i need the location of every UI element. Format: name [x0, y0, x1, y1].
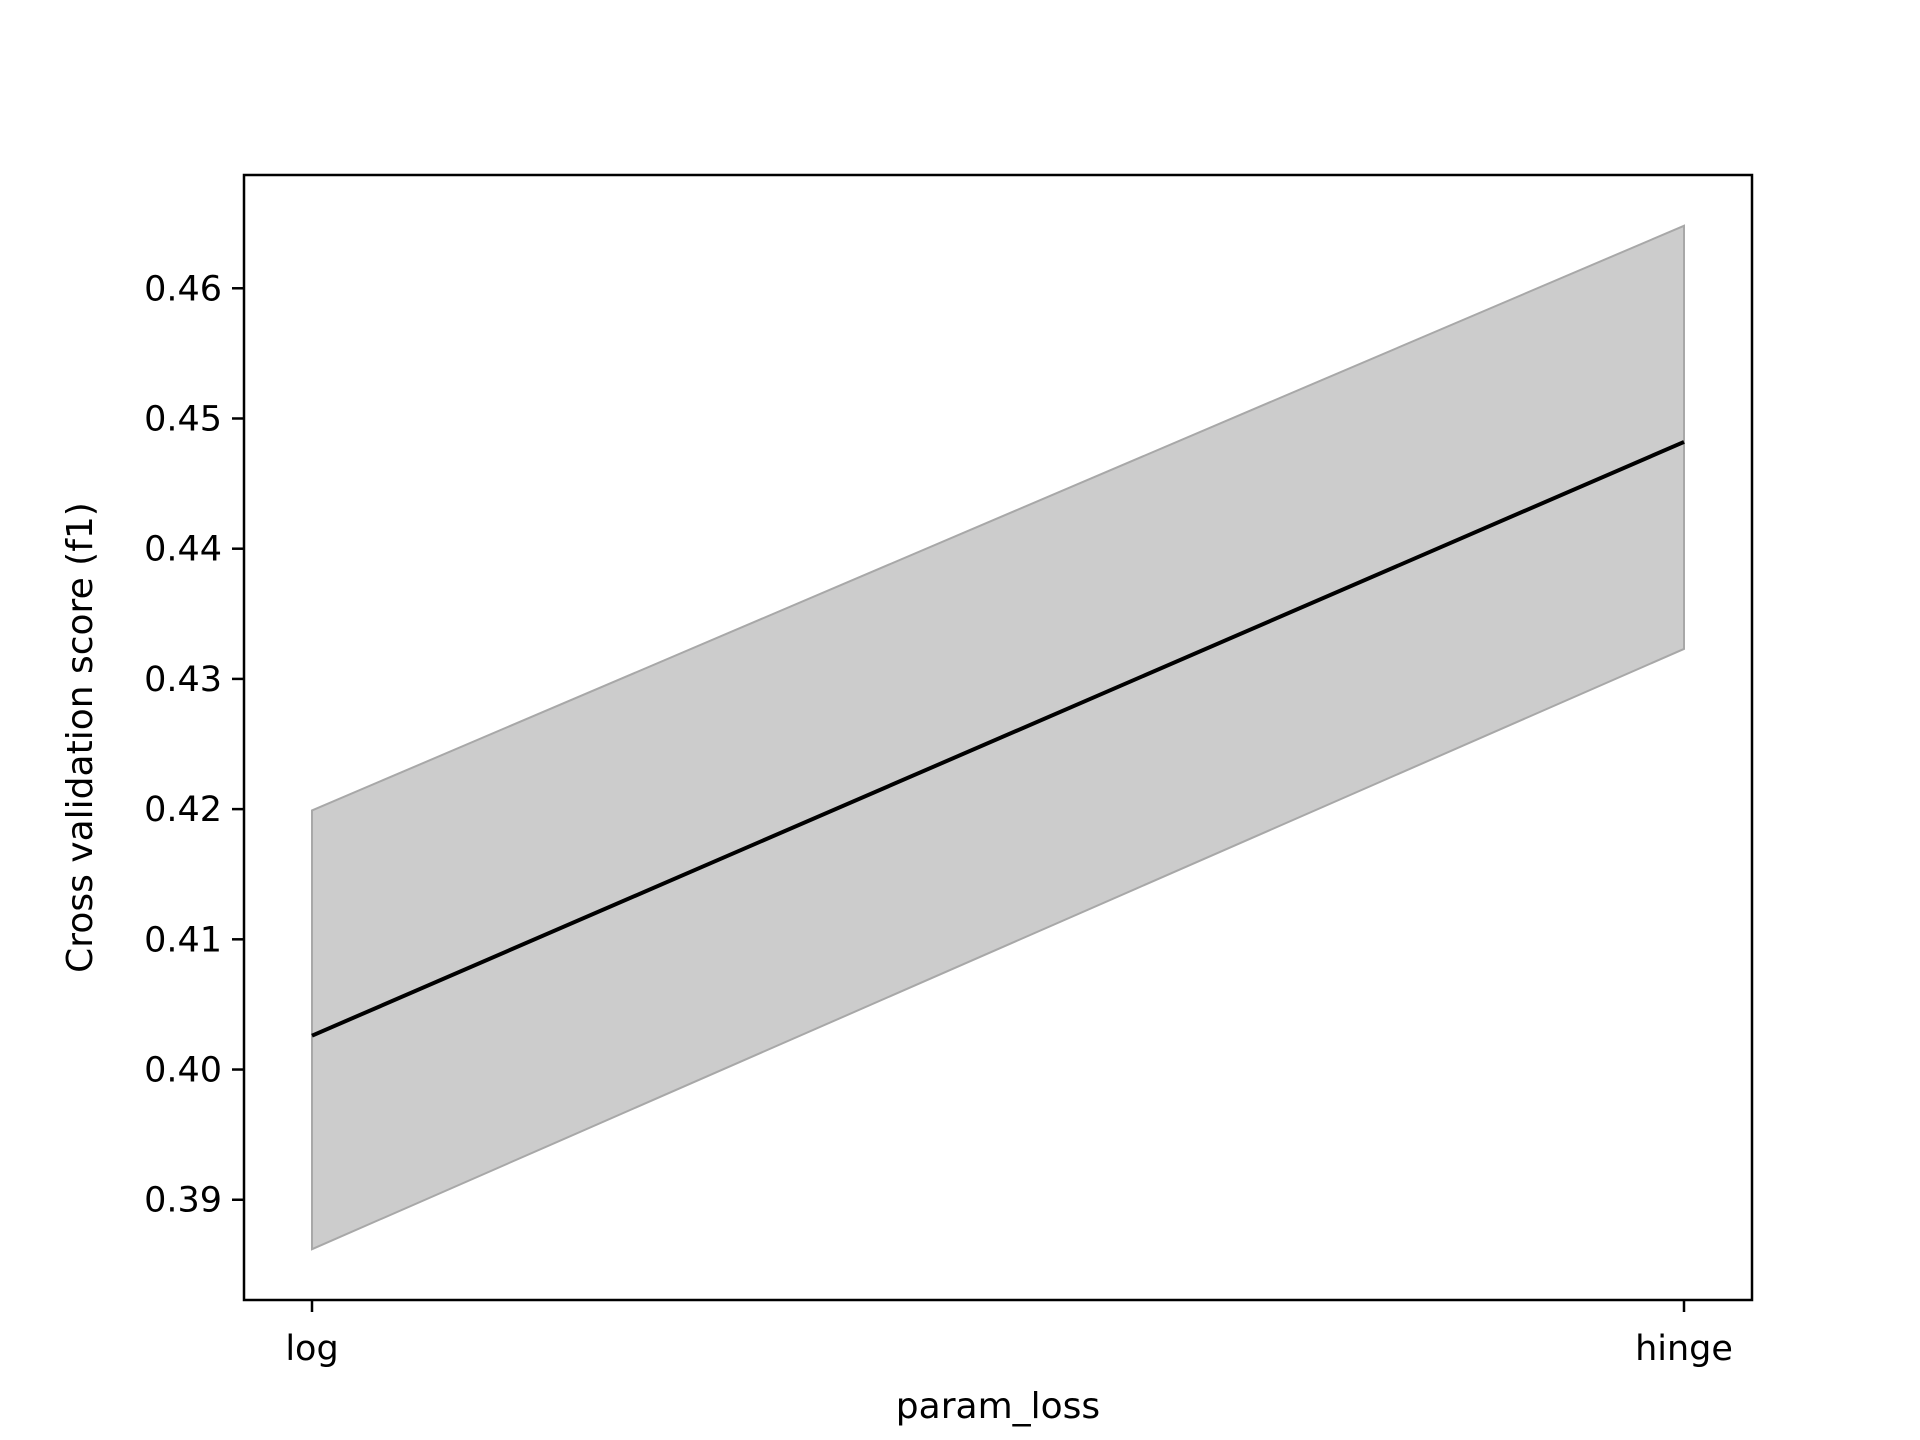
x-ticks: log hinge — [285, 1300, 1733, 1369]
y-ticks: 0.39 0.40 0.41 0.42 0.43 0.44 0.45 0.46 — [144, 269, 244, 1221]
x-tick-label: hinge — [1635, 1329, 1733, 1369]
y-tick-label: 0.42 — [144, 790, 222, 830]
x-tick-label: log — [285, 1329, 338, 1369]
y-tick-label: 0.40 — [144, 1051, 222, 1091]
series-line-layer — [311, 440, 1685, 1038]
series-line — [311, 440, 1685, 1038]
y-tick-label: 0.43 — [144, 660, 222, 700]
y-tick-label: 0.41 — [144, 920, 222, 960]
y-tick-label: 0.39 — [144, 1181, 222, 1221]
y-tick-label: 0.46 — [144, 269, 222, 309]
y-axis-label: Cross validation score (f1) — [60, 502, 101, 973]
y-tick-label: 0.45 — [144, 399, 222, 439]
plot-frame — [242, 173, 1754, 1302]
y-tick-label: 0.44 — [144, 530, 222, 570]
x-axis-label: param_loss — [896, 1386, 1100, 1427]
